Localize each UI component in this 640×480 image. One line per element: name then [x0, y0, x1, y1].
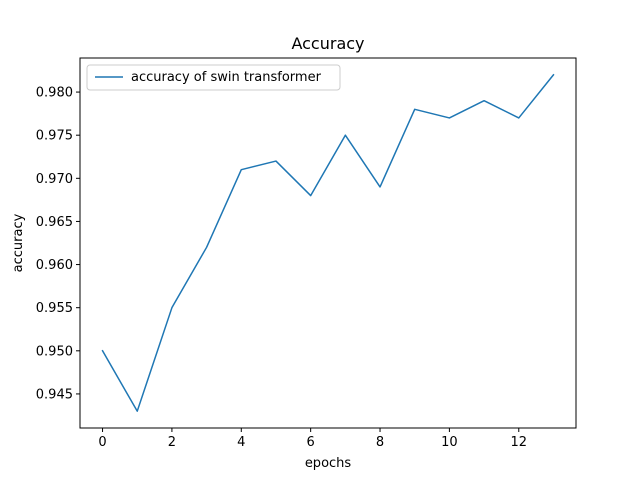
x-tick-label: 0 [98, 435, 106, 450]
x-axis: 0 2 4 6 8 10 12 [98, 428, 527, 450]
plot-frame [79, 57, 577, 429]
legend-box [86, 64, 341, 91]
y-tick-label: 0.960 [36, 258, 73, 273]
chart-title: Accuracy [291, 34, 364, 53]
legend: accuracy of swin transformer [86, 64, 341, 91]
x-tick-label: 6 [307, 435, 315, 450]
y-axis: 0.945 0.950 0.955 0.960 0.965 0.970 0.975 0.980 [36, 86, 80, 402]
series-line-0 [101, 73, 555, 412]
x-tick-label: 10 [441, 435, 458, 450]
y-axis-title: accuracy [11, 213, 26, 272]
y-tick-label: 0.950 [36, 344, 73, 359]
x-axis-title: epochs [305, 456, 352, 471]
x-tick-label: 4 [237, 435, 245, 450]
series-layer [101, 73, 555, 412]
legend-label: accuracy of swin transformer [131, 70, 322, 85]
y-tick-label: 0.965 [36, 215, 73, 230]
x-tick-label: 8 [376, 435, 384, 450]
y-tick-label: 0.955 [36, 301, 73, 316]
y-tick-label: 0.945 [36, 387, 73, 402]
x-tick-label: 12 [510, 435, 527, 450]
y-tick-label: 0.975 [36, 129, 73, 144]
y-tick-label: 0.970 [36, 172, 73, 187]
y-tick-label: 0.980 [36, 86, 73, 101]
x-tick-label: 2 [168, 435, 176, 450]
